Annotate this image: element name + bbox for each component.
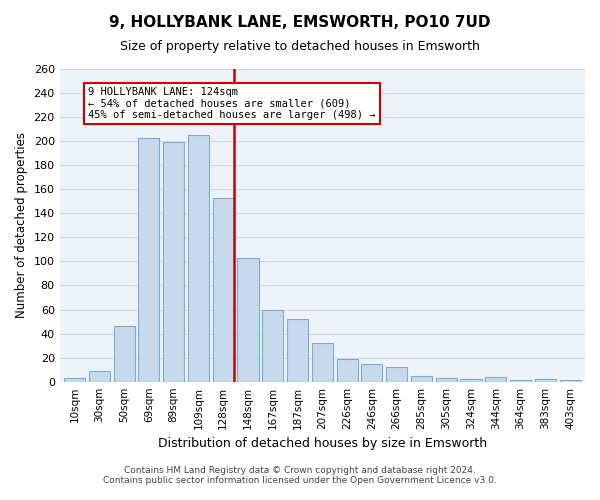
- Bar: [337, 359, 358, 382]
- Bar: [361, 364, 382, 382]
- Bar: [411, 376, 432, 382]
- Bar: [312, 343, 333, 382]
- Bar: [212, 198, 234, 382]
- Text: Size of property relative to detached houses in Emsworth: Size of property relative to detached ho…: [120, 40, 480, 53]
- Bar: [139, 138, 160, 382]
- Bar: [188, 135, 209, 382]
- Text: 9, HOLLYBANK LANE, EMSWORTH, PO10 7UD: 9, HOLLYBANK LANE, EMSWORTH, PO10 7UD: [109, 15, 491, 30]
- Bar: [485, 377, 506, 382]
- Bar: [113, 326, 134, 382]
- Bar: [510, 380, 531, 382]
- Bar: [460, 380, 482, 382]
- Y-axis label: Number of detached properties: Number of detached properties: [15, 132, 28, 318]
- Bar: [89, 371, 110, 382]
- Bar: [287, 319, 308, 382]
- Bar: [560, 380, 581, 382]
- Bar: [163, 142, 184, 382]
- Text: 9 HOLLYBANK LANE: 124sqm
← 54% of detached houses are smaller (609)
45% of semi-: 9 HOLLYBANK LANE: 124sqm ← 54% of detach…: [88, 87, 376, 120]
- Bar: [386, 367, 407, 382]
- Bar: [436, 378, 457, 382]
- Bar: [262, 310, 283, 382]
- Text: Contains HM Land Registry data © Crown copyright and database right 2024.
Contai: Contains HM Land Registry data © Crown c…: [103, 466, 497, 485]
- Bar: [64, 378, 85, 382]
- Bar: [238, 258, 259, 382]
- Bar: [535, 380, 556, 382]
- X-axis label: Distribution of detached houses by size in Emsworth: Distribution of detached houses by size …: [158, 437, 487, 450]
